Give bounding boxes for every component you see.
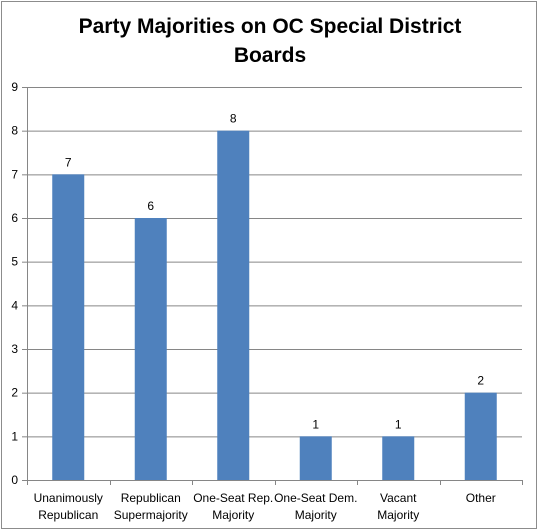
category-label-1-line-2: Republican [38,508,98,522]
data-label-3: 8 [230,112,237,126]
category-label-3-line-2: Majority [212,508,254,522]
category-label-2-line-2: Supermajority [114,508,188,522]
y-tick-label-6: 6 [11,211,18,225]
category-label-6-line-1: Other [466,491,496,505]
data-label-6: 2 [477,374,484,388]
y-tick-label-1: 1 [11,429,18,443]
y-tick-label-7: 7 [11,167,18,181]
y-tick-label-3: 3 [11,342,18,356]
category-label-2-line-1: Republican [121,491,181,505]
y-tick-label-4: 4 [11,298,18,312]
bar-5 [382,436,415,480]
y-tick-label-5: 5 [11,255,18,269]
bar-4 [299,436,332,480]
category-label-5-line-2: Majority [377,508,419,522]
chart-title: Party Majorities on OC Special District … [0,12,540,70]
bar-2 [134,218,167,480]
bar-6 [464,392,497,480]
category-label-3-line-1: One-Seat Rep. [193,491,273,505]
chart-title-line-2: Boards [233,44,307,67]
data-label-5: 1 [395,417,402,431]
data-label-4: 1 [312,417,319,431]
y-tick-label-0: 0 [11,473,18,487]
bar-3 [217,130,250,480]
data-label-2: 6 [147,199,154,213]
category-label-1-line-1: Unanimously [34,491,103,505]
chart-title-line-1: Party Majorities on OC Special District [78,15,462,38]
y-tick-label-2: 2 [11,386,18,400]
category-label-4-line-2: Majority [295,508,337,522]
y-tick-label-9: 9 [11,80,18,94]
y-tick-label-8: 8 [11,124,18,138]
category-label-4-line-1: One-Seat Dem. [274,491,357,505]
category-label-5-line-1: Vacant [380,491,417,505]
data-label-1: 7 [65,155,72,169]
bar-1 [52,174,85,481]
